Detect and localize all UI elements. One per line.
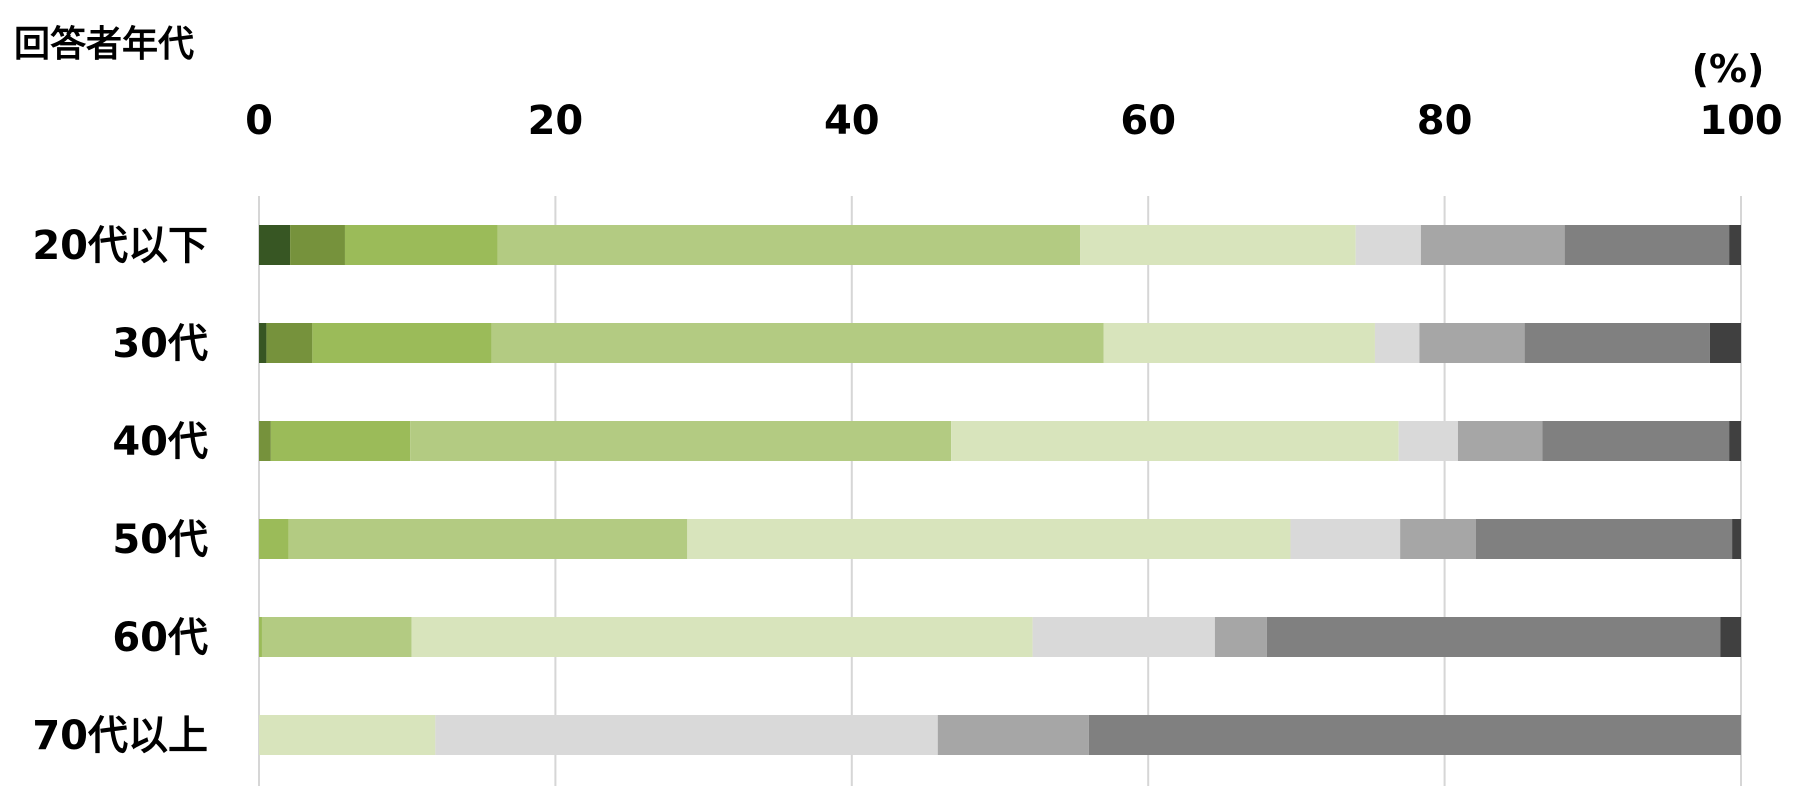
x-tick-label: 40 (824, 98, 880, 144)
bar-segment (1032, 617, 1215, 657)
bar-segment (1400, 519, 1476, 559)
bar-segment (312, 323, 492, 363)
bar-segment (1564, 225, 1730, 265)
bar-segment (261, 617, 412, 657)
bar-segment (1290, 519, 1401, 559)
y-axis-categories: 20代以下 30代 40代 50代 60代 70代以上 (32, 223, 208, 759)
bar-segment (1214, 617, 1267, 657)
bar-segment (259, 617, 262, 657)
bar-segment (259, 323, 267, 363)
bar-segment (937, 715, 1089, 755)
bar-segment (1398, 421, 1458, 461)
bar-segment (951, 421, 1399, 461)
gridlines (258, 196, 1742, 786)
bar-segment (1524, 323, 1710, 363)
category-label: 70代以上 (32, 713, 208, 759)
bar-segment (259, 421, 271, 461)
bar-segment (270, 421, 411, 461)
category-label: 60代 (112, 615, 208, 661)
bar-segment (1266, 617, 1721, 657)
bar-segment (1709, 323, 1741, 363)
bar-segment (266, 323, 313, 363)
bar-segment (1080, 225, 1356, 265)
bar-segment (1729, 225, 1741, 265)
category-label: 20代以下 (32, 223, 208, 269)
bar-segment (1374, 323, 1420, 363)
bar-segment (687, 519, 1291, 559)
bar-segment (435, 715, 938, 755)
bar-segment (410, 421, 952, 461)
unit-label: (%) (1692, 47, 1765, 91)
bar-segment (1720, 617, 1741, 657)
bar-segment (491, 323, 1104, 363)
bar-segment (290, 225, 345, 265)
bar-segment (259, 519, 289, 559)
x-tick-label: 0 (245, 98, 273, 144)
category-label: 50代 (112, 517, 208, 563)
bar-segment (1420, 225, 1565, 265)
bar-segment (1103, 323, 1375, 363)
x-tick-label: 20 (528, 98, 584, 144)
bar-segment (344, 225, 498, 265)
x-axis-ticks: 0 20 40 60 80 100 (245, 98, 1783, 144)
x-tick-label: 60 (1120, 98, 1176, 144)
bar-segment (1732, 519, 1741, 559)
bar-segment (259, 715, 436, 755)
bar-segment (288, 519, 688, 559)
x-tick-label: 100 (1699, 98, 1783, 144)
bars (259, 225, 1741, 755)
x-tick-label: 80 (1417, 98, 1473, 144)
bar-segment (411, 617, 1033, 657)
bar-segment (259, 225, 291, 265)
bar-segment (1419, 323, 1525, 363)
bar-segment (1457, 421, 1543, 461)
chart-title: 回答者年代 (14, 24, 194, 65)
category-label: 40代 (112, 419, 208, 465)
bar-segment (1088, 715, 1741, 755)
bar-segment (497, 225, 1081, 265)
category-label: 30代 (112, 321, 208, 367)
bar-segment (1729, 421, 1741, 461)
bar-segment (1355, 225, 1421, 265)
bar-segment (1542, 421, 1730, 461)
bar-segment (1475, 519, 1733, 559)
